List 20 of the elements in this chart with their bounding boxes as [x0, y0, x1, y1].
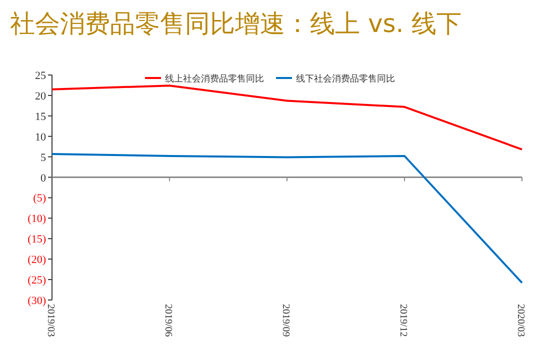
y-tick-label: (25) — [28, 274, 46, 287]
x-tick-label: 2019/06 — [162, 304, 174, 337]
y-tick-label: 5 — [40, 152, 46, 164]
y-tick-label: 10 — [35, 131, 46, 144]
y-tick-label: 20 — [35, 90, 46, 102]
x-tick-label: 2020/03 — [515, 304, 526, 337]
y-tick-label: 0 — [40, 172, 46, 184]
x-tick-label: 2019/09 — [280, 304, 291, 337]
y-tick-label: (15) — [28, 234, 46, 246]
x-tick-label: 2019/12 — [398, 304, 408, 337]
legend-label: 线上社会消费品零售同比 — [165, 74, 264, 84]
y-tick-label: 25 — [35, 70, 46, 82]
y-tick-label: (30) — [28, 295, 46, 307]
y-tick-label: 15 — [35, 110, 46, 123]
legend-label: 线下社会消费品零售同比 — [296, 74, 395, 84]
x-tick-label: 2019/03 — [45, 304, 56, 337]
y-tick-label: (10) — [28, 213, 46, 226]
y-tick-label: (5) — [33, 192, 46, 205]
chart-title: 社会消费品零售同比增速：线上 vs. 线下 — [10, 9, 462, 38]
y-tick-label: (20) — [28, 254, 46, 266]
